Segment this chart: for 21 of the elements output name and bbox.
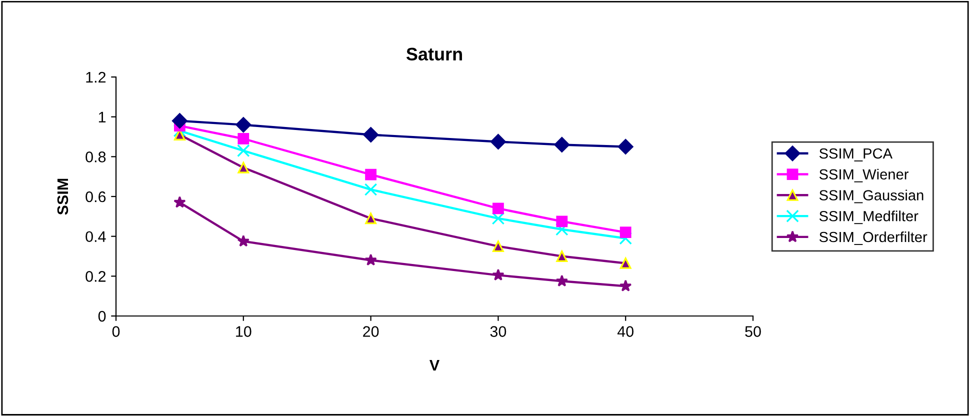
y-tick-label: 0.6 xyxy=(86,191,106,202)
legend-label: SSIM_Wiener xyxy=(819,168,908,182)
legend-label: SSIM_Gaussian xyxy=(819,190,924,204)
chart-title: Saturn xyxy=(406,48,462,61)
y-axis-title: SSIM xyxy=(57,178,68,215)
y-tick-label: 0.2 xyxy=(86,271,106,282)
legend-label: SSIM_Orderfilter xyxy=(819,231,928,245)
x-tick-label: 50 xyxy=(745,326,761,337)
y-tick-label: 0.8 xyxy=(86,152,106,162)
legend-label: SSIM_PCA xyxy=(819,148,892,162)
y-tick-label: 0.4 xyxy=(86,231,106,242)
legend-label: SSIM_Medfilter xyxy=(819,210,918,224)
x-tick-label: 40 xyxy=(617,326,634,337)
x-axis-title: V xyxy=(430,360,440,370)
x-tick-label: 10 xyxy=(236,326,252,337)
y-tick-label: 1.2 xyxy=(86,72,106,83)
y-tick-label: 0 xyxy=(98,310,106,322)
y-tick-label: 1 xyxy=(98,112,106,122)
x-tick-label: 30 xyxy=(490,326,506,337)
x-tick-label: 0 xyxy=(112,326,120,337)
x-tick-label: 20 xyxy=(363,326,379,337)
